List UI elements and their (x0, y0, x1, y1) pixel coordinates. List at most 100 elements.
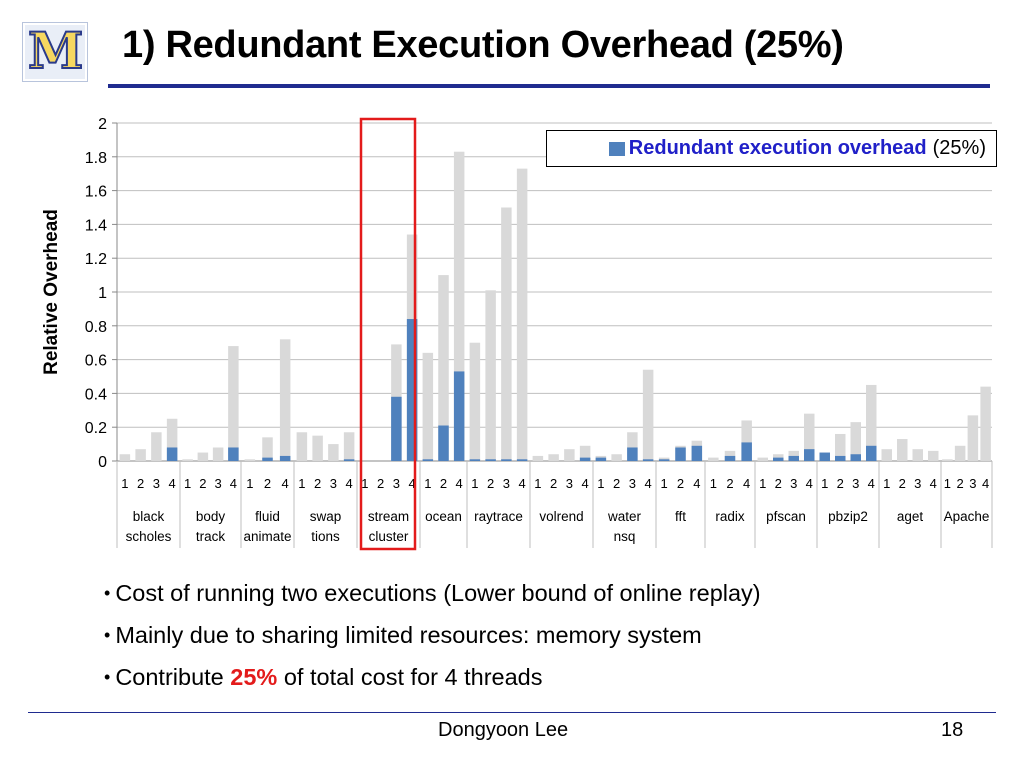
bar-total (296, 432, 308, 461)
bar-overhead (391, 396, 402, 461)
bar-total (741, 420, 752, 461)
thread-count-label: 2 (487, 476, 494, 491)
bar-total (151, 432, 162, 461)
overhead-bar-chart: 0 0.2 0.4 0.6 0.8 1 1.2 1.4 1.6 1.8 2 Relative Over… (41, 116, 993, 551)
slide-title: 1) Redundant Execution Overhead (25%) (122, 24, 844, 66)
bar-total (928, 450, 939, 461)
thread-count-label: 1 (661, 476, 668, 491)
thread-count-label: 2 (440, 476, 447, 491)
bar-overhead (438, 425, 449, 461)
bar-total (244, 459, 256, 461)
bullet-item: • Cost of running two executions (Lower b… (104, 580, 761, 606)
bar-total (757, 457, 768, 461)
bar-total (516, 168, 528, 461)
y-tick-label: 1.2 (85, 251, 107, 268)
thread-count-label: 2 (137, 476, 144, 491)
highlight-percentage: 25% (230, 664, 278, 690)
category-label: radix (715, 509, 745, 524)
thread-count-label: 2 (377, 476, 384, 491)
bar-overhead (773, 457, 784, 461)
legend-label-bold: Redundant execution overhead (628, 137, 927, 159)
bar-overhead (228, 447, 239, 461)
university-logo: M (22, 22, 88, 82)
thread-count-label: 4 (693, 476, 700, 491)
thread-count-label: 4 (930, 476, 937, 491)
bar-total (980, 386, 991, 461)
thread-count-label: 4 (230, 476, 237, 491)
bar-overhead (579, 457, 591, 461)
logo-letter: M (27, 21, 84, 80)
bar-overhead (279, 455, 291, 461)
bar-total (197, 452, 209, 461)
category-label: pbzip2 (828, 509, 868, 524)
bar-total (579, 445, 591, 461)
bar-overhead (485, 459, 496, 461)
thread-count-label: 3 (215, 476, 222, 491)
bar-overhead (724, 455, 736, 461)
category-label: track (196, 529, 226, 544)
thread-count-label: 1 (710, 476, 717, 491)
bar-total (422, 352, 434, 461)
thread-count-label: 4 (582, 476, 589, 491)
page-number: 18 (941, 719, 964, 741)
category-label: water (607, 509, 642, 524)
category-label: scholes (126, 529, 172, 544)
thread-count-label: 1 (534, 476, 541, 491)
thread-count-label: 2 (613, 476, 620, 491)
bar-overhead (516, 459, 528, 461)
bullet-text: Mainly due to sharing limited resources:… (115, 622, 702, 648)
bullet-list: • Cost of running two executions (Lower b… (104, 572, 761, 698)
thread-count-label: 1 (471, 476, 478, 491)
bar-total (469, 342, 481, 461)
thread-count-label: 2 (677, 476, 684, 491)
footer-divider (28, 712, 996, 713)
thread-count-label: 2 (264, 476, 271, 491)
bullet-item: • Contribute 25% of total cost for 4 thre… (104, 664, 543, 690)
bar-total (279, 339, 291, 461)
category-label: stream (368, 509, 409, 524)
category-label: nsq (614, 529, 636, 544)
legend-swatch (608, 141, 625, 156)
bar-total (453, 151, 465, 462)
bar-total (564, 449, 575, 461)
bar-overhead (691, 445, 703, 461)
bar-total (804, 413, 815, 461)
category-label: cluster (369, 529, 409, 544)
y-tick-label: 1.8 (85, 150, 107, 167)
bar-overhead (642, 459, 654, 461)
thread-count-label: 3 (153, 476, 160, 491)
thread-count-label: 2 (726, 476, 733, 491)
bar-total (262, 437, 273, 461)
bar-overhead (788, 455, 799, 461)
bar-overhead (675, 447, 686, 461)
y-tick-label: 1.6 (85, 184, 107, 201)
bar-overhead (422, 459, 434, 461)
thread-count-label: 4 (806, 476, 813, 491)
bar-total (182, 459, 193, 461)
highlight-box (359, 117, 417, 551)
category-label: aget (897, 509, 924, 524)
thread-count-label: 3 (330, 476, 337, 491)
category-label: black (133, 509, 165, 524)
thread-count-label: 4 (409, 476, 416, 491)
thread-count-label: 4 (456, 476, 463, 491)
category-label: Apache (944, 509, 990, 524)
thread-count-label: 1 (883, 476, 890, 491)
thread-count-label: 3 (629, 476, 636, 491)
category-label: swap (310, 509, 342, 524)
y-tick-label: 0.4 (85, 386, 107, 403)
bar-total (850, 422, 861, 461)
thread-count-label: 1 (246, 476, 253, 491)
bar-total (866, 384, 877, 461)
chart-legend: Redundant execution overhead (25%) (546, 130, 997, 167)
bar-total (897, 439, 908, 461)
bar-overhead (501, 459, 512, 461)
bar-total (912, 449, 923, 461)
thread-count-label: 3 (852, 476, 859, 491)
thread-count-label: 2 (199, 476, 206, 491)
thread-count-label: 4 (982, 476, 989, 491)
thread-count-label: 3 (790, 476, 797, 491)
thread-count-label: 4 (743, 476, 750, 491)
category-label: volrend (539, 509, 583, 524)
thread-count-label: 4 (645, 476, 652, 491)
